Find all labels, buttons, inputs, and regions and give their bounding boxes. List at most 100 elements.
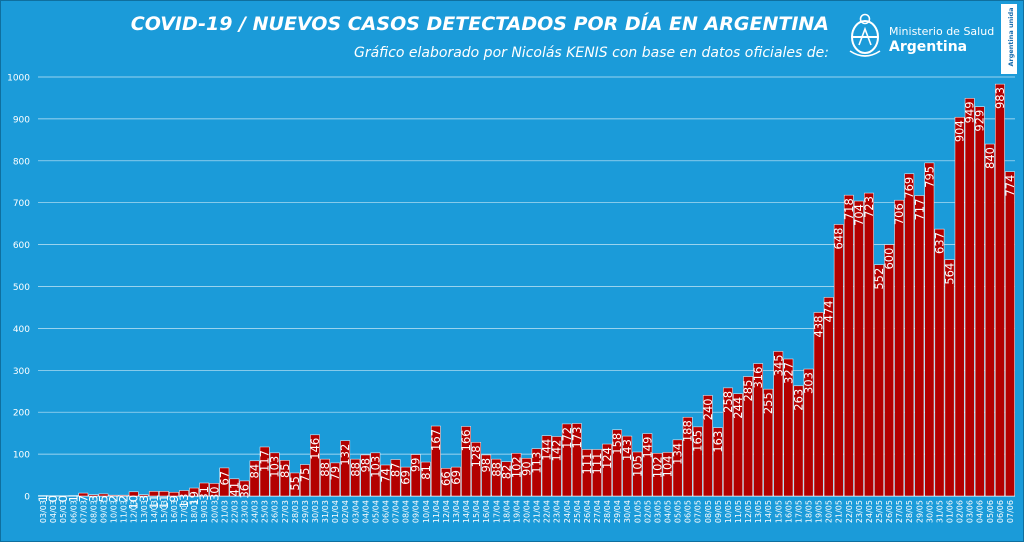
x-tick-label: 24/04	[563, 500, 572, 523]
x-tick-label: 29/04	[613, 500, 622, 523]
y-tick-label: 300	[13, 367, 30, 377]
bar	[239, 480, 250, 497]
value-label: 19	[187, 491, 201, 506]
x-tick-label: 01/05	[633, 500, 642, 523]
value-label: 240	[701, 398, 715, 420]
x-tick-label: 17/04	[492, 500, 501, 523]
x-tick-label: 31/05	[936, 500, 945, 523]
bar	[622, 435, 633, 497]
bar	[209, 483, 220, 497]
bar	[944, 259, 955, 497]
x-tick-label: 15/04	[472, 500, 481, 523]
value-label: 117	[258, 450, 272, 472]
x-tick-label: 28/03	[291, 500, 300, 523]
bar	[249, 460, 260, 497]
x-tick-label: 04/06	[976, 500, 985, 523]
value-label: 949	[963, 101, 977, 123]
x-tick-label: 08/03	[89, 500, 98, 523]
value-label: 173	[570, 427, 584, 449]
value-label: 103	[368, 456, 382, 478]
bar	[169, 491, 179, 497]
value-label: 102	[650, 456, 664, 478]
bar	[753, 363, 764, 497]
chart-subtitle: Gráfico elaborado por Nicolás KENIS con …	[353, 45, 829, 61]
x-tick-label: 19/05	[815, 500, 824, 523]
bar	[310, 434, 320, 497]
bar	[521, 458, 532, 497]
value-label: 88	[489, 462, 503, 477]
value-label: 717	[912, 199, 926, 221]
value-label: 345	[771, 354, 785, 376]
value-label: 36	[238, 484, 252, 499]
bar	[420, 461, 431, 497]
x-tick-label: 12/04	[442, 500, 451, 523]
value-label: 167	[429, 429, 443, 451]
x-tick-label: 27/05	[895, 500, 904, 523]
bar	[833, 224, 844, 497]
value-label: 87	[389, 463, 403, 478]
x-tick-label: 27/03	[281, 500, 290, 523]
x-tick-label: 01/06	[946, 500, 955, 523]
bar	[682, 416, 693, 497]
y-tick-label: 100	[13, 451, 30, 461]
x-tick-label: 05/06	[986, 500, 995, 523]
x-tick-label: 29/05	[915, 500, 924, 523]
value-label: 149	[640, 437, 654, 459]
bar	[410, 454, 421, 497]
value-label: 11	[147, 494, 161, 509]
x-tick-label: 07/03	[79, 500, 88, 523]
value-label: 0	[46, 495, 60, 502]
value-label: 255	[761, 392, 775, 414]
bar	[843, 194, 854, 497]
x-tick-label: 10/04	[422, 500, 431, 523]
value-label: 564	[943, 263, 957, 285]
bar	[390, 459, 401, 497]
value-label: 552	[872, 268, 886, 290]
value-label: 3	[86, 495, 100, 502]
value-label: 104	[661, 455, 675, 477]
x-tick-label: 20/03	[210, 500, 219, 523]
value-label: 904	[953, 120, 967, 142]
value-label: 102	[509, 456, 523, 478]
x-tick-label: 11/03	[120, 500, 129, 523]
value-label: 90	[520, 461, 534, 476]
x-tick-label: 25/05	[875, 500, 884, 523]
bar	[995, 83, 1005, 497]
x-tick-label: 08/05	[704, 500, 713, 523]
value-label: 143	[620, 439, 634, 461]
x-tick-label: 25/03	[261, 500, 270, 523]
x-tick-label: 21/05	[835, 500, 844, 523]
x-tick-label: 22/03	[230, 500, 239, 523]
bar	[974, 106, 985, 497]
x-tick-label: 20/05	[825, 500, 834, 523]
x-tick-label: 02/05	[643, 500, 652, 523]
x-tick-label: 03/06	[966, 500, 975, 523]
y-tick-label: 1000	[7, 74, 30, 84]
y-axis-labels: 0 100 200 300 400 500 600 700 800 900 1000	[7, 74, 30, 503]
bar	[672, 439, 683, 497]
value-label: 316	[751, 367, 765, 389]
bar	[632, 451, 643, 497]
bar	[380, 464, 391, 497]
value-label: 88	[348, 462, 362, 477]
value-label: 769	[902, 177, 916, 199]
x-tick-label: 05/05	[674, 500, 683, 523]
x-tick-label: 12/05	[744, 500, 753, 523]
bar	[874, 264, 884, 497]
bar	[189, 487, 200, 497]
logo-country-name: Argentina	[889, 39, 968, 55]
value-label: 99	[409, 458, 423, 473]
value-label: 165	[691, 430, 705, 452]
x-tick-label: 11/05	[734, 500, 743, 523]
x-tick-label: 26/03	[271, 500, 280, 523]
bar	[592, 449, 602, 497]
bar	[219, 467, 230, 497]
bar	[914, 195, 925, 497]
value-label: 637	[933, 232, 947, 254]
value-label: 158	[610, 433, 624, 455]
value-label: 3	[137, 495, 151, 502]
value-label: 774	[1003, 175, 1017, 197]
value-label: 144	[540, 439, 554, 461]
value-label: 67	[217, 471, 231, 486]
bar	[118, 494, 129, 497]
